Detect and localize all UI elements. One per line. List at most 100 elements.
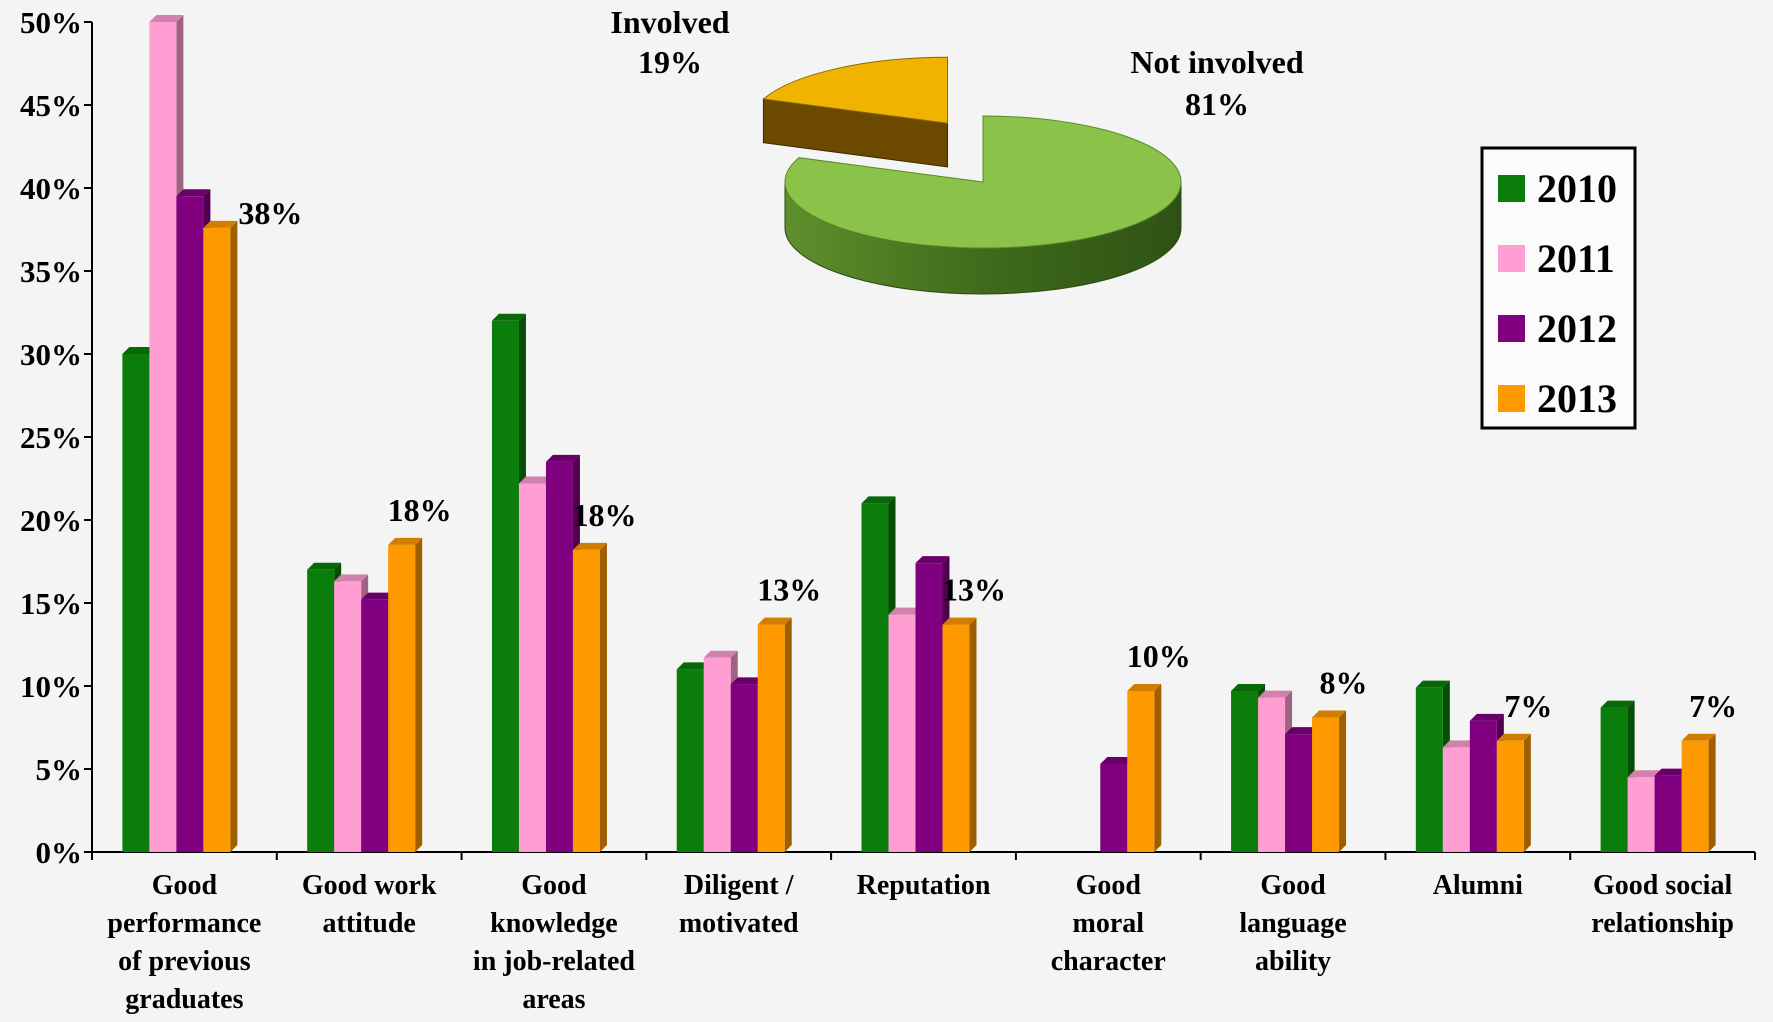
y-tick-label: 45% xyxy=(20,88,82,123)
bar-side xyxy=(1523,733,1531,852)
x-tick-label-line: Reputation xyxy=(857,870,991,901)
bar-front xyxy=(676,669,704,852)
x-tick-label-line: language xyxy=(1239,908,1346,939)
data-label: 18% xyxy=(388,492,452,528)
x-tick-label-line: Good work xyxy=(302,870,437,901)
axes: 0% 5% 10% 15% 20% 25% 30% 35% 40% 45% 50% xyxy=(20,5,1756,870)
legend-swatch xyxy=(1498,245,1525,272)
data-label: 18% xyxy=(572,497,636,533)
bar-top xyxy=(203,220,238,228)
data-label: 13% xyxy=(757,572,821,608)
pie-slice-not-involved xyxy=(784,115,1182,249)
bar-front xyxy=(491,320,519,852)
bar-top xyxy=(1312,710,1347,718)
y-tick-label: 35% xyxy=(20,254,82,289)
bar-2013 xyxy=(572,542,607,852)
x-tick-label: Good language ability xyxy=(1239,870,1346,977)
legend-item-2010: 2010 xyxy=(1498,166,1617,211)
bar-front xyxy=(1654,775,1682,852)
x-tick-label-line: in job-related xyxy=(473,946,635,977)
bar-top xyxy=(334,574,369,582)
bar-top xyxy=(703,650,738,658)
bar-2013 xyxy=(388,537,423,852)
legend-label: 2011 xyxy=(1537,236,1615,281)
bar-top xyxy=(1627,770,1662,778)
bar-front xyxy=(1258,697,1286,852)
bar-top xyxy=(307,562,342,570)
x-tick-label-line: Diligent / xyxy=(684,870,795,901)
x-tick-label-line: graduates xyxy=(125,984,243,1015)
legend-item-2012: 2012 xyxy=(1498,306,1617,351)
bar-front xyxy=(388,544,416,852)
data-label: 38% xyxy=(238,195,302,231)
bar-side xyxy=(415,537,423,852)
legend-item-2011: 2011 xyxy=(1498,236,1615,281)
bar-2013 xyxy=(1496,733,1531,852)
bar-side xyxy=(230,220,238,853)
bar-front xyxy=(1231,690,1259,852)
x-tick-label-line: attitude xyxy=(323,908,416,939)
y-tick-label: 20% xyxy=(20,503,82,538)
bar-front xyxy=(1442,747,1470,852)
x-tick-label-line: of previous xyxy=(118,946,251,977)
data-label: 13% xyxy=(942,572,1006,608)
bar-top xyxy=(388,537,423,545)
x-tick-label-line: character xyxy=(1051,946,1166,977)
bar-front xyxy=(942,624,970,852)
bar-top xyxy=(572,542,607,550)
bars-group xyxy=(122,15,1716,853)
y-tick-label: 25% xyxy=(20,420,82,455)
y-tick-label: 50% xyxy=(20,5,82,40)
bar-front xyxy=(1600,707,1628,852)
bar-front xyxy=(915,563,943,852)
bar-top xyxy=(518,476,553,484)
bar-top xyxy=(1127,683,1162,691)
bar-front xyxy=(1415,687,1443,852)
bar-front xyxy=(1627,777,1655,852)
bar-front xyxy=(1681,740,1709,852)
x-tick-label-line: moral xyxy=(1073,908,1145,939)
bar-front xyxy=(176,196,204,853)
bar-front xyxy=(1285,734,1313,852)
x-tick-label-line: knowledge xyxy=(490,908,618,939)
bar-top xyxy=(1442,740,1477,748)
bar-front xyxy=(203,227,231,853)
bar-top xyxy=(1600,700,1635,708)
bar-top xyxy=(149,15,184,22)
bar-front xyxy=(861,503,889,852)
x-tick-label: Good performance of previous graduates xyxy=(107,870,261,1015)
x-tick-label-line: Good social xyxy=(1593,870,1732,901)
bar-front xyxy=(1496,740,1524,852)
bar-side xyxy=(784,617,792,852)
bar-front xyxy=(1100,764,1128,852)
data-label: 7% xyxy=(1504,688,1552,724)
data-label: 7% xyxy=(1689,688,1737,724)
x-tick-label-line: ability xyxy=(1255,946,1331,977)
x-tick-label-line: Good xyxy=(521,870,587,901)
bar-front xyxy=(361,599,389,852)
x-tick-label: Alumni xyxy=(1433,870,1523,901)
bar-front xyxy=(1312,717,1340,852)
bar-front xyxy=(122,354,150,852)
bar-2013 xyxy=(942,617,977,852)
bar-front xyxy=(572,549,600,852)
bar-top xyxy=(1469,713,1504,721)
bar-top xyxy=(1681,733,1716,741)
bar-side xyxy=(599,542,607,852)
bar-front xyxy=(757,624,785,852)
y-tick-label: 15% xyxy=(20,586,82,621)
legend-label: 2013 xyxy=(1537,376,1617,421)
bar-top xyxy=(1100,757,1135,765)
x-tick-label-line: motivated xyxy=(679,908,799,939)
x-tick-label-line: Good xyxy=(1076,870,1142,901)
bar-top xyxy=(1496,733,1531,741)
x-tick-label-line: Alumni xyxy=(1433,870,1523,901)
pie-slice-involved xyxy=(762,56,949,124)
bar-top xyxy=(730,677,765,685)
bar-front xyxy=(545,461,573,852)
bar-side xyxy=(1339,710,1347,852)
legend-swatch xyxy=(1498,315,1525,342)
bar-front xyxy=(1469,720,1497,852)
